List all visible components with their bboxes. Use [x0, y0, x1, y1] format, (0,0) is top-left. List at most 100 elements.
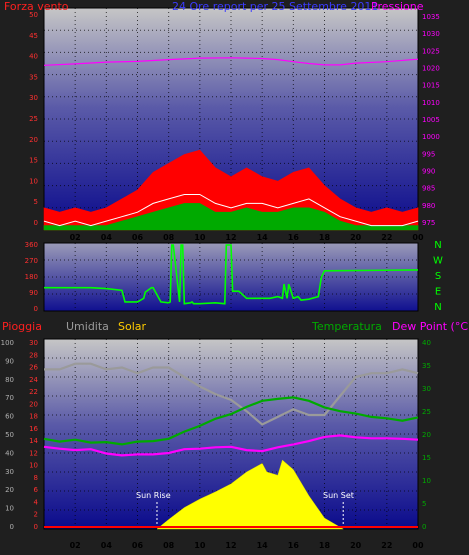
direction-tick-label: 270: [25, 257, 38, 265]
temperature-tick-label: 30: [422, 385, 431, 393]
wind-tick-label: 15: [29, 157, 38, 165]
direction-panel-marks: [44, 244, 419, 305]
x-tick-label: 22: [381, 541, 392, 550]
pressure-tick-label: 1015: [422, 82, 440, 90]
temperature-tick-label: 25: [422, 408, 431, 416]
humidity-tick-label: 0: [10, 523, 14, 531]
wind-tick-label: 50: [29, 11, 38, 19]
rain-tick-label: 24: [29, 376, 38, 384]
x-tick-label: 16: [288, 541, 300, 550]
pressure-tick-label: 1010: [422, 99, 440, 107]
humidity-tick-label: 60: [5, 413, 14, 421]
x-tick-label: 14: [257, 233, 269, 242]
x-tick-label: 02: [70, 233, 81, 242]
rain-tick-label: 6: [34, 486, 39, 494]
humidity-tick-label: 70: [5, 394, 14, 402]
x-tick-label: 00: [412, 541, 424, 550]
rain-tick-label: 10: [29, 462, 38, 470]
temperature-line: [43, 396, 419, 446]
x-tick-label: 10: [194, 541, 206, 550]
rain-axis-label: Pioggia: [2, 320, 42, 333]
compass-letter: W: [433, 256, 443, 267]
x-tick-label: 04: [101, 541, 113, 550]
wind-tick-label: 20: [29, 136, 38, 144]
temperature-tick-label: 20: [422, 431, 431, 439]
temperature-label: Temperatura: [311, 320, 382, 333]
solar-area: [156, 459, 345, 530]
x-tick-label: 18: [319, 541, 331, 550]
temperature-panel-marks: [43, 362, 419, 530]
wind-panel-marks: [43, 57, 419, 231]
gust-area: [43, 149, 419, 231]
temperature-axis-ticks: 0 5 10 15 20 25 30 35 40: [422, 339, 431, 531]
rain-tick-label: 28: [29, 351, 38, 359]
direction-tick-label: 180: [25, 273, 38, 281]
pressure-axis-label: Pressione: [371, 0, 424, 13]
x-tick-label: 20: [350, 541, 362, 550]
pressure-tick-label: 1020: [422, 65, 440, 73]
x-tick-label: 06: [132, 233, 144, 242]
rain-tick-label: 14: [29, 437, 38, 445]
rain-tick-label: 30: [29, 339, 38, 347]
x-tick-label: 08: [163, 233, 175, 242]
wind-tick-label: 0: [34, 219, 38, 227]
pressure-tick-label: 1035: [422, 13, 440, 21]
humidity-tick-label: 100: [1, 339, 14, 347]
x-tick-label: 04: [101, 233, 113, 242]
rain-tick-label: 12: [29, 449, 38, 457]
x-tick-label: 20: [350, 233, 362, 242]
pressure-tick-label: 990: [422, 168, 435, 176]
rain-tick-label: 18: [29, 413, 38, 421]
direction-tick-label: 360: [25, 241, 38, 249]
temperature-tick-label: 10: [422, 477, 431, 485]
sunset-label: Sun Set: [323, 491, 354, 500]
pressure-tick-label: 1005: [422, 116, 440, 124]
pressure-tick-label: 1000: [422, 133, 440, 141]
wind-tick-label: 40: [29, 53, 38, 61]
temperature-tick-label: 0: [422, 523, 426, 531]
wind-direction-line: [44, 244, 419, 305]
pressure-axis-ticks: 975 980 985 990 995 1000 1005 1010 1015 1020 1025 1…: [422, 13, 440, 227]
x-tick-label: 16: [288, 233, 300, 242]
compass-letter: E: [435, 287, 441, 298]
humidity-tick-label: 50: [5, 431, 14, 439]
dewpoint-label: Dew Point (°C): [392, 320, 469, 333]
direction-panel-grid: [44, 243, 418, 311]
humidity-tick-label: 10: [5, 505, 14, 513]
rain-tick-label: 22: [29, 388, 38, 396]
rain-tick-label: 26: [29, 364, 38, 372]
pressure-tick-label: 995: [422, 150, 435, 158]
rain-tick-label: 2: [34, 511, 38, 519]
compass-letter: N: [434, 302, 441, 313]
wind-line: [43, 194, 419, 227]
solar-label: Solar: [118, 320, 147, 333]
humidity-tick-label: 30: [5, 468, 14, 476]
direction-tick-label: 90: [29, 289, 38, 297]
pressure-tick-label: 985: [422, 185, 435, 193]
wind-tick-label: 35: [29, 73, 38, 81]
wind-tick-label: 45: [29, 32, 38, 40]
wind-tick-label: 5: [34, 198, 38, 206]
x-tick-label: 18: [319, 233, 331, 242]
direction-tick-label: 0: [34, 305, 38, 313]
rain-tick-label: 16: [29, 425, 38, 433]
x-tick-label: 06: [132, 541, 144, 550]
pressure-line: [43, 57, 419, 66]
x-tick-label: 12: [225, 233, 236, 242]
wind-axis-label: Forza vento: [4, 0, 69, 13]
temperature-tick-label: 40: [422, 339, 431, 347]
x-tick-label: 14: [257, 541, 269, 550]
humidity-tick-label: 90: [5, 357, 14, 365]
temperature-tick-label: 15: [422, 454, 431, 462]
humidity-tick-label: 40: [5, 449, 14, 457]
pressure-tick-label: 980: [422, 202, 435, 210]
dewpoint-line: [43, 434, 419, 457]
chart-title: 24 Ore report per 25 Settembre 2011: [172, 0, 378, 13]
temperature-tick-label: 35: [422, 362, 431, 370]
wind-time-axis-ticks: 02 04 06 08 10 12 14 16 18 20 22 00: [70, 233, 424, 242]
x-tick-label: 08: [163, 541, 175, 550]
x-tick-label: 22: [381, 233, 392, 242]
pressure-tick-label: 1030: [422, 30, 440, 38]
